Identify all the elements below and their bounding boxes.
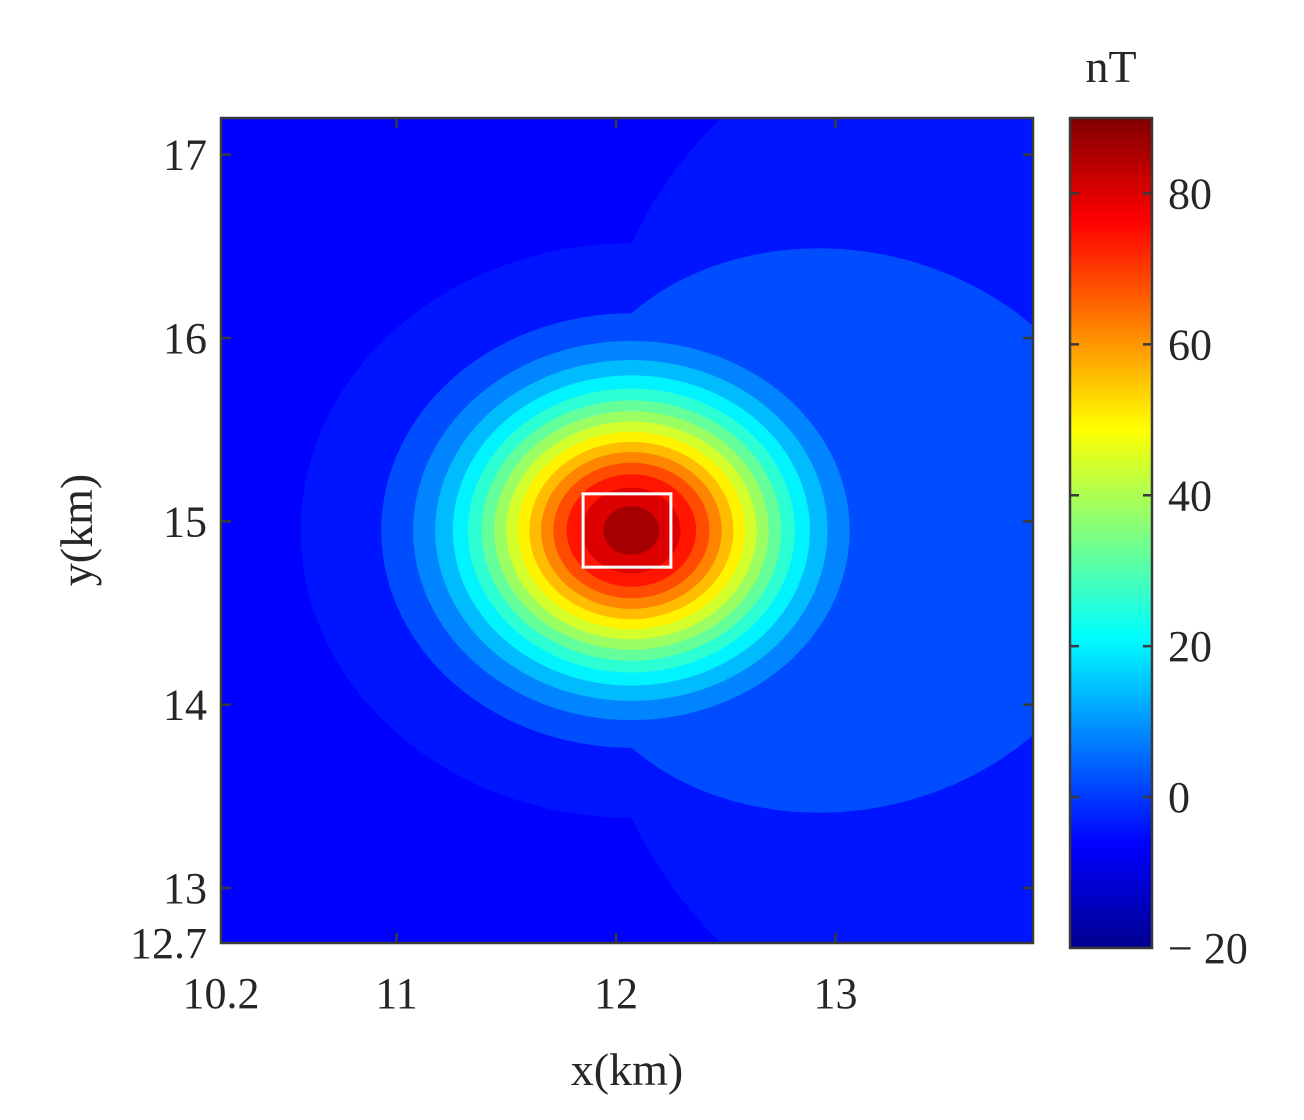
y-tick-label: 15 — [163, 497, 207, 546]
colorbar-scale — [1068, 116, 1154, 950]
colorbar-tick-label: 60 — [1168, 320, 1212, 369]
x-tick-label: 11 — [375, 969, 417, 1018]
plot-frame — [219, 116, 1035, 945]
plot-area — [219, 116, 1035, 945]
y-tick-label: 12.7 — [130, 919, 207, 968]
colorbar-unit-label: nT — [1085, 41, 1136, 92]
colorbar: − 20 0 20 40 60 80 nT — [1068, 41, 1248, 973]
y-tick-label: 17 — [163, 131, 207, 180]
y-tick-label: 14 — [163, 681, 207, 730]
x-axis-label: x(km) — [571, 1044, 683, 1095]
colorbar-tick-label: 80 — [1168, 169, 1212, 218]
source-box-marker — [581, 492, 673, 569]
x-tick-label: 10.2 — [183, 969, 260, 1018]
y-axis: 12.7 13 14 15 16 17 — [130, 131, 1033, 968]
x-axis: 10.2 11 12 13 — [183, 118, 857, 1018]
colorbar-tick-label: 40 — [1168, 471, 1212, 520]
x-tick-label: 12 — [594, 969, 638, 1018]
colorbar-tick-label: 0 — [1168, 773, 1190, 822]
y-tick-label: 16 — [163, 314, 207, 363]
colorbar-tick-label: − 20 — [1168, 924, 1248, 973]
contour-bands — [300, 118, 1033, 943]
y-tick-label: 13 — [163, 864, 207, 913]
x-tick-label: 13 — [813, 969, 857, 1018]
contour-band — [603, 506, 660, 555]
colorbar-tick-label: 20 — [1168, 622, 1212, 671]
colorbar-ticks: − 20 0 20 40 60 80 — [1070, 169, 1248, 973]
y-axis-label: y(km) — [51, 474, 102, 586]
